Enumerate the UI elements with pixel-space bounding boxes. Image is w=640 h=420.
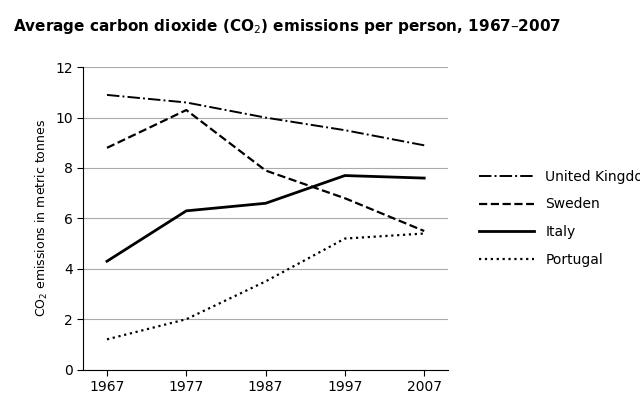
Italy bbox=[103, 259, 111, 264]
Italy bbox=[262, 201, 269, 206]
Italy bbox=[341, 173, 349, 178]
United Kingdom bbox=[420, 143, 428, 148]
United Kingdom bbox=[182, 100, 190, 105]
United Kingdom bbox=[262, 115, 269, 120]
Sweden bbox=[182, 108, 190, 113]
Sweden bbox=[420, 228, 428, 234]
Portugal bbox=[420, 231, 428, 236]
Line: Sweden: Sweden bbox=[107, 110, 424, 231]
Legend: United Kingdom, Sweden, Italy, Portugal: United Kingdom, Sweden, Italy, Portugal bbox=[473, 164, 640, 273]
Sweden bbox=[262, 168, 269, 173]
Text: Average carbon dioxide (CO$_2$) emissions per person, 1967–2007: Average carbon dioxide (CO$_2$) emission… bbox=[13, 17, 561, 36]
Italy bbox=[182, 208, 190, 213]
Line: Portugal: Portugal bbox=[107, 234, 424, 339]
Portugal bbox=[182, 317, 190, 322]
Line: Italy: Italy bbox=[107, 176, 424, 261]
Portugal bbox=[103, 337, 111, 342]
United Kingdom bbox=[341, 128, 349, 133]
Sweden bbox=[103, 145, 111, 150]
Y-axis label: CO$_2$ emissions in metric tonnes: CO$_2$ emissions in metric tonnes bbox=[33, 119, 50, 318]
United Kingdom bbox=[103, 92, 111, 97]
Line: United Kingdom: United Kingdom bbox=[107, 95, 424, 145]
Italy bbox=[420, 176, 428, 181]
Sweden bbox=[341, 196, 349, 201]
Portugal bbox=[341, 236, 349, 241]
Portugal bbox=[262, 279, 269, 284]
